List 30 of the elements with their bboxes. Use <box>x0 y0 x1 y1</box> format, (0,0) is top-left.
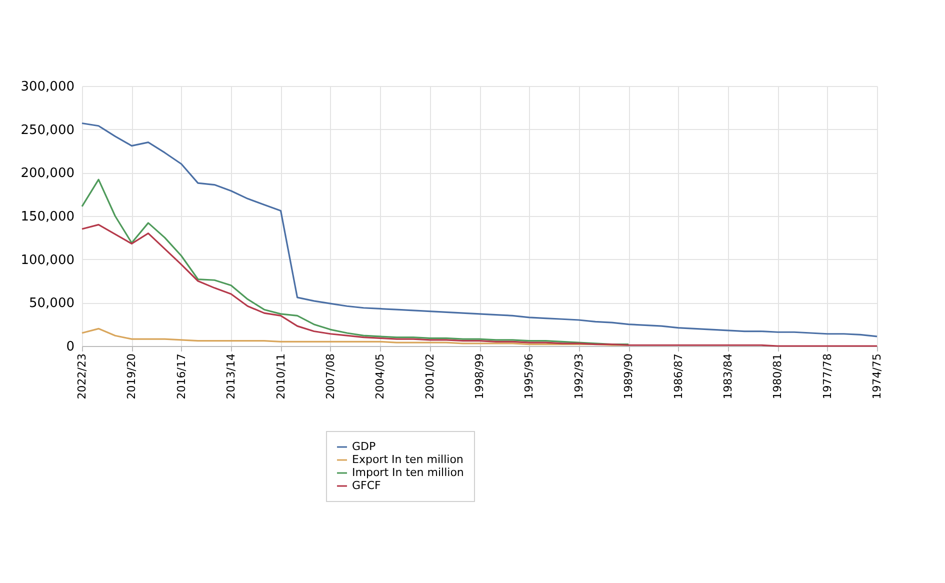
y-tick-label: 50,000 <box>29 296 74 312</box>
x-tick-label: 1986/87 <box>672 354 685 400</box>
x-tick-label: 1974/75 <box>870 354 884 400</box>
line-series <box>81 122 878 338</box>
x-tick-label: 2022/23 <box>76 354 88 400</box>
x-tick-label: 2004/05 <box>374 354 387 400</box>
legend-label: Import In ten million <box>352 466 464 479</box>
line-series <box>81 178 630 346</box>
x-tick-label: 2001/02 <box>423 354 436 400</box>
x-tick-label: 1995/96 <box>522 354 536 400</box>
x-tick-label: 2013/14 <box>224 354 238 400</box>
x-tick-label: 2016/17 <box>174 354 188 400</box>
y-tick-label: 250,000 <box>20 122 74 138</box>
legend-label: GDP <box>352 440 376 453</box>
x-tick-label: 1989/90 <box>622 354 636 400</box>
legend-label: GFCF <box>352 479 381 492</box>
x-tick-label: 1992/93 <box>572 354 586 400</box>
x-tick-label: 1980/81 <box>771 354 784 400</box>
y-tick-label: 200,000 <box>20 166 74 182</box>
x-tick-label: 2007/08 <box>324 354 337 400</box>
x-tick-label: 1977/78 <box>820 354 834 400</box>
y-tick-label: 0 <box>66 340 74 354</box>
legend-label: Export In ten million <box>352 453 464 466</box>
y-tick-label: 300,000 <box>20 80 74 94</box>
x-tick-label: 2010/11 <box>274 354 288 400</box>
y-tick-label: 150,000 <box>20 210 74 224</box>
x-tick-label: 1983/84 <box>721 354 734 400</box>
y-tick-label: 100,000 <box>20 252 74 268</box>
x-tick-label: 1998/99 <box>473 354 486 400</box>
x-tick-label: 2019/20 <box>125 354 138 400</box>
